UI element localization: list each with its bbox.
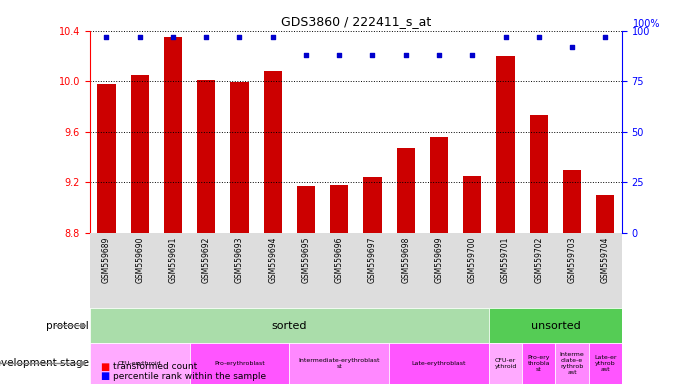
Bar <box>389 343 489 384</box>
Text: sorted: sorted <box>272 321 307 331</box>
Text: GSM559701: GSM559701 <box>501 237 510 283</box>
Bar <box>97 84 115 233</box>
Bar <box>330 185 348 233</box>
Text: percentile rank within the sample: percentile rank within the sample <box>113 372 266 381</box>
Bar <box>263 71 282 233</box>
Text: GSM559699: GSM559699 <box>435 237 444 283</box>
Point <box>400 52 411 58</box>
Text: GSM559704: GSM559704 <box>600 237 609 283</box>
Bar <box>131 75 149 233</box>
Bar <box>397 148 415 233</box>
Point <box>600 34 611 40</box>
Text: GSM559692: GSM559692 <box>202 237 211 283</box>
Text: GSM559697: GSM559697 <box>368 237 377 283</box>
Text: Interme
diate-e
rythrob
ast: Interme diate-e rythrob ast <box>560 352 585 375</box>
Point <box>134 34 145 40</box>
Text: GSM559691: GSM559691 <box>169 237 178 283</box>
Text: GSM559703: GSM559703 <box>567 237 576 283</box>
Point <box>500 34 511 40</box>
Bar <box>529 115 548 233</box>
Text: Pro-erythroblast: Pro-erythroblast <box>214 361 265 366</box>
Text: GSM559700: GSM559700 <box>468 237 477 283</box>
Bar <box>297 186 315 233</box>
Text: 100%: 100% <box>632 19 660 29</box>
Bar <box>164 37 182 233</box>
Bar <box>589 343 622 384</box>
Bar <box>430 137 448 233</box>
Point <box>367 52 378 58</box>
Bar <box>189 343 290 384</box>
Text: GSM559695: GSM559695 <box>301 237 310 283</box>
Text: protocol: protocol <box>46 321 89 331</box>
Bar <box>596 195 614 233</box>
Bar <box>563 169 581 233</box>
Bar <box>90 343 189 384</box>
Point <box>267 34 278 40</box>
Point <box>433 52 444 58</box>
Text: GSM559694: GSM559694 <box>268 237 277 283</box>
Bar <box>90 308 489 343</box>
Text: GSM559702: GSM559702 <box>534 237 543 283</box>
Text: Pro-ery
throbla
st: Pro-ery throbla st <box>527 355 550 372</box>
Text: unsorted: unsorted <box>531 321 580 331</box>
Point <box>533 34 545 40</box>
Point <box>101 34 112 40</box>
Text: GSM559696: GSM559696 <box>334 237 343 283</box>
Point <box>200 34 211 40</box>
Bar <box>230 83 249 233</box>
Point <box>466 52 477 58</box>
Text: ■: ■ <box>100 371 109 381</box>
Text: CFU-er
ythroid: CFU-er ythroid <box>494 358 517 369</box>
Text: Late-er
ythrob
ast: Late-er ythrob ast <box>594 355 616 372</box>
Text: transformed count: transformed count <box>113 362 197 371</box>
Point <box>301 52 312 58</box>
Text: GSM559693: GSM559693 <box>235 237 244 283</box>
Text: GSM559689: GSM559689 <box>102 237 111 283</box>
Text: development stage: development stage <box>0 359 89 369</box>
Bar <box>522 343 556 384</box>
Text: GSM559698: GSM559698 <box>401 237 410 283</box>
Bar <box>290 343 389 384</box>
Bar <box>496 56 515 233</box>
Bar <box>463 176 482 233</box>
Text: CFU-erythroid: CFU-erythroid <box>118 361 162 366</box>
Point <box>567 44 578 50</box>
Bar <box>363 177 381 233</box>
Text: ■: ■ <box>100 362 109 372</box>
Text: GSM559690: GSM559690 <box>135 237 144 283</box>
Bar <box>556 343 589 384</box>
Title: GDS3860 / 222411_s_at: GDS3860 / 222411_s_at <box>281 15 431 28</box>
Bar <box>197 80 216 233</box>
Point <box>167 34 178 40</box>
Bar <box>489 343 522 384</box>
Text: Intermediate-erythroblast
st: Intermediate-erythroblast st <box>299 358 380 369</box>
Text: Late-erythroblast: Late-erythroblast <box>412 361 466 366</box>
Point <box>234 34 245 40</box>
Bar <box>489 308 622 343</box>
Point <box>334 52 345 58</box>
